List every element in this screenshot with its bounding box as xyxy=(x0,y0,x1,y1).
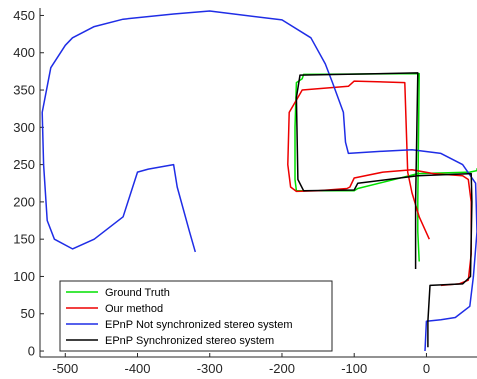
y-tick-label: 400 xyxy=(13,45,35,60)
y-tick-label: 100 xyxy=(13,269,35,284)
x-tick-label: -200 xyxy=(269,361,295,376)
x-tick-label: 0 xyxy=(423,361,430,376)
legend-box xyxy=(59,280,333,352)
y-tick-label: 200 xyxy=(13,194,35,209)
legend-label: Our method xyxy=(105,303,163,315)
legend-label: EPnP Not synchronized stereo system xyxy=(105,319,293,331)
legend-label: Ground Truth xyxy=(105,287,170,299)
y-tick-label: 250 xyxy=(13,157,35,172)
x-tick-label: -500 xyxy=(52,361,78,376)
y-tick-label: 300 xyxy=(13,120,35,135)
tick-layer: 0 50 100 150 200 250 300 350 400 450 -500 -400 -300 -… xyxy=(13,8,430,376)
x-tick-label: -100 xyxy=(341,361,367,376)
series-line xyxy=(295,72,473,348)
legend-label: EPnP Synchronized stereo system xyxy=(105,335,274,347)
series-line xyxy=(294,72,477,262)
y-tick-label: 350 xyxy=(13,83,35,98)
x-tick-label: -400 xyxy=(124,361,150,376)
y-tick-label: 150 xyxy=(13,232,35,247)
y-tick-label: 50 xyxy=(21,306,35,321)
x-tick-label: -300 xyxy=(197,361,223,376)
axes-layer xyxy=(39,8,477,358)
legend: Ground Truth Our method EPnP Not synchroni… xyxy=(59,280,333,352)
y-tick-label: 450 xyxy=(13,8,35,23)
y-tick-label: 0 xyxy=(28,344,35,359)
